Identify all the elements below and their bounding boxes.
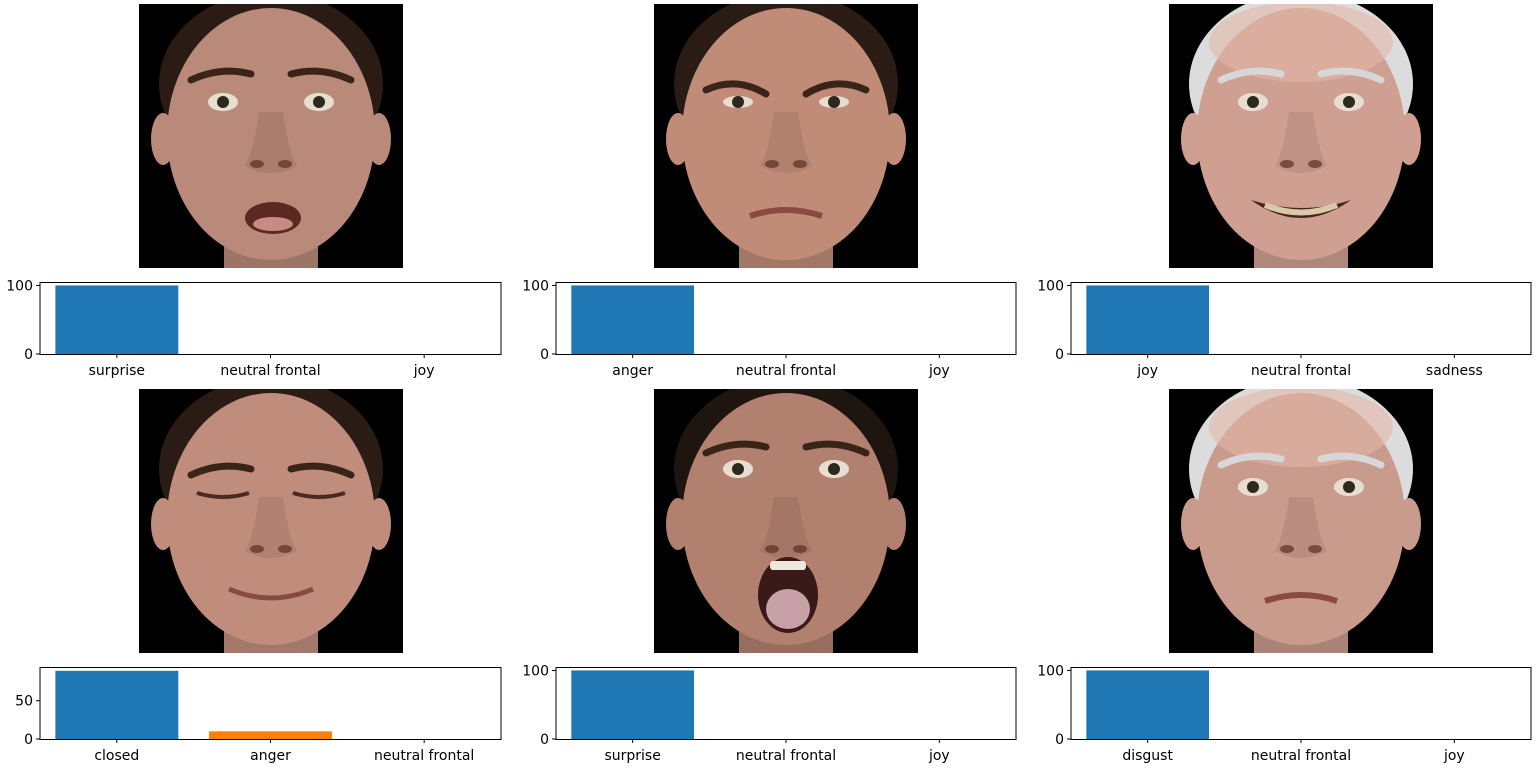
y-tick-label: 0	[1055, 347, 1064, 363]
face-photo	[139, 389, 403, 653]
y-tick-label: 0	[1055, 732, 1064, 748]
y-tick-label: 50	[15, 694, 33, 710]
face-photo	[654, 389, 918, 653]
x-tick-label: anger	[612, 363, 653, 379]
tongue	[253, 217, 293, 231]
bar-chart: 0 100 surprise neutral frontal joy	[516, 667, 1056, 769]
face-photo	[1169, 389, 1433, 653]
eye-right-pupil	[313, 96, 325, 108]
y-tick-label: 0	[24, 347, 33, 363]
face-photo	[654, 4, 918, 268]
nostril-right	[793, 545, 807, 553]
x-tick-label: sadness	[1426, 363, 1483, 379]
bar-anger	[209, 731, 332, 739]
x-tick-label: joy	[928, 748, 950, 764]
x-tick-label: joy	[928, 363, 950, 379]
face-photo	[1169, 4, 1433, 268]
eye-right-pupil	[1343, 481, 1355, 493]
eye-left-pupil	[1247, 481, 1259, 493]
nostril-right	[793, 160, 807, 168]
y-tick-label: 0	[540, 347, 549, 363]
x-tick-label: neutral frontal	[1251, 363, 1351, 379]
x-tick-label: joy	[1443, 748, 1465, 764]
x-tick-label: surprise	[89, 363, 145, 379]
y-tick-label: 100	[522, 278, 549, 294]
face-image	[654, 4, 918, 268]
eye-right-pupil	[828, 463, 840, 475]
x-tick-label: neutral frontal	[736, 748, 836, 764]
bar-joy	[1086, 285, 1209, 354]
bar-chart: 0 100 anger neutral frontal joy	[516, 282, 1056, 384]
face-image	[1169, 4, 1433, 268]
bar-surprise	[55, 285, 178, 354]
face-photo	[139, 4, 403, 268]
face-image	[139, 389, 403, 653]
y-tick-label: 100	[6, 278, 33, 294]
bar-closed	[55, 671, 178, 739]
y-tick-label: 0	[540, 732, 549, 748]
bar-disgust	[1086, 670, 1209, 739]
teeth	[770, 561, 806, 570]
forehead-highlight	[1209, 4, 1393, 82]
y-tick-label: 100	[1037, 663, 1064, 679]
x-tick-label: closed	[94, 748, 139, 764]
x-tick-label: joy	[1136, 363, 1158, 379]
nostril-right	[1308, 160, 1322, 168]
eye-left-pupil	[217, 96, 229, 108]
eye-right-pupil	[828, 96, 840, 108]
bar-surprise	[571, 670, 694, 739]
x-tick-label: disgust	[1122, 748, 1173, 764]
tongue	[766, 589, 810, 629]
nostril-right	[1308, 545, 1322, 553]
x-tick-label: neutral frontal	[374, 748, 474, 764]
y-tick-label: 100	[1037, 278, 1064, 294]
x-tick-label: anger	[250, 748, 291, 764]
nostril-left	[250, 160, 264, 168]
bar-chart: 0 100 disgust neutral frontal joy	[1031, 667, 1536, 769]
eye-left-pupil	[732, 463, 744, 475]
bar-chart: 0 100 joy neutral frontal sadness	[1031, 282, 1536, 384]
x-tick-label: neutral frontal	[1251, 748, 1351, 764]
nostril-left	[765, 160, 779, 168]
face-image	[1169, 389, 1433, 653]
y-tick-label: 0	[24, 732, 33, 748]
bar-chart: 0 100 surprise neutral frontal joy	[0, 282, 541, 384]
x-tick-label: joy	[413, 363, 435, 379]
eye-left-pupil	[732, 96, 744, 108]
face-image	[654, 389, 918, 653]
x-tick-label: surprise	[604, 748, 660, 764]
forehead-highlight	[1209, 389, 1393, 467]
nostril-left	[1280, 160, 1294, 168]
eye-right-pupil	[1343, 96, 1355, 108]
x-tick-label: neutral frontal	[736, 363, 836, 379]
nostril-right	[278, 545, 292, 553]
nostril-left	[1280, 545, 1294, 553]
bar-chart: 0 50 closed anger neutral frontal	[0, 667, 541, 769]
face-image	[139, 4, 403, 268]
bar-anger	[571, 285, 694, 354]
x-tick-label: neutral frontal	[220, 363, 320, 379]
y-tick-label: 100	[522, 663, 549, 679]
eye-left-pupil	[1247, 96, 1259, 108]
nostril-left	[765, 545, 779, 553]
nostril-right	[278, 160, 292, 168]
nostril-left	[250, 545, 264, 553]
